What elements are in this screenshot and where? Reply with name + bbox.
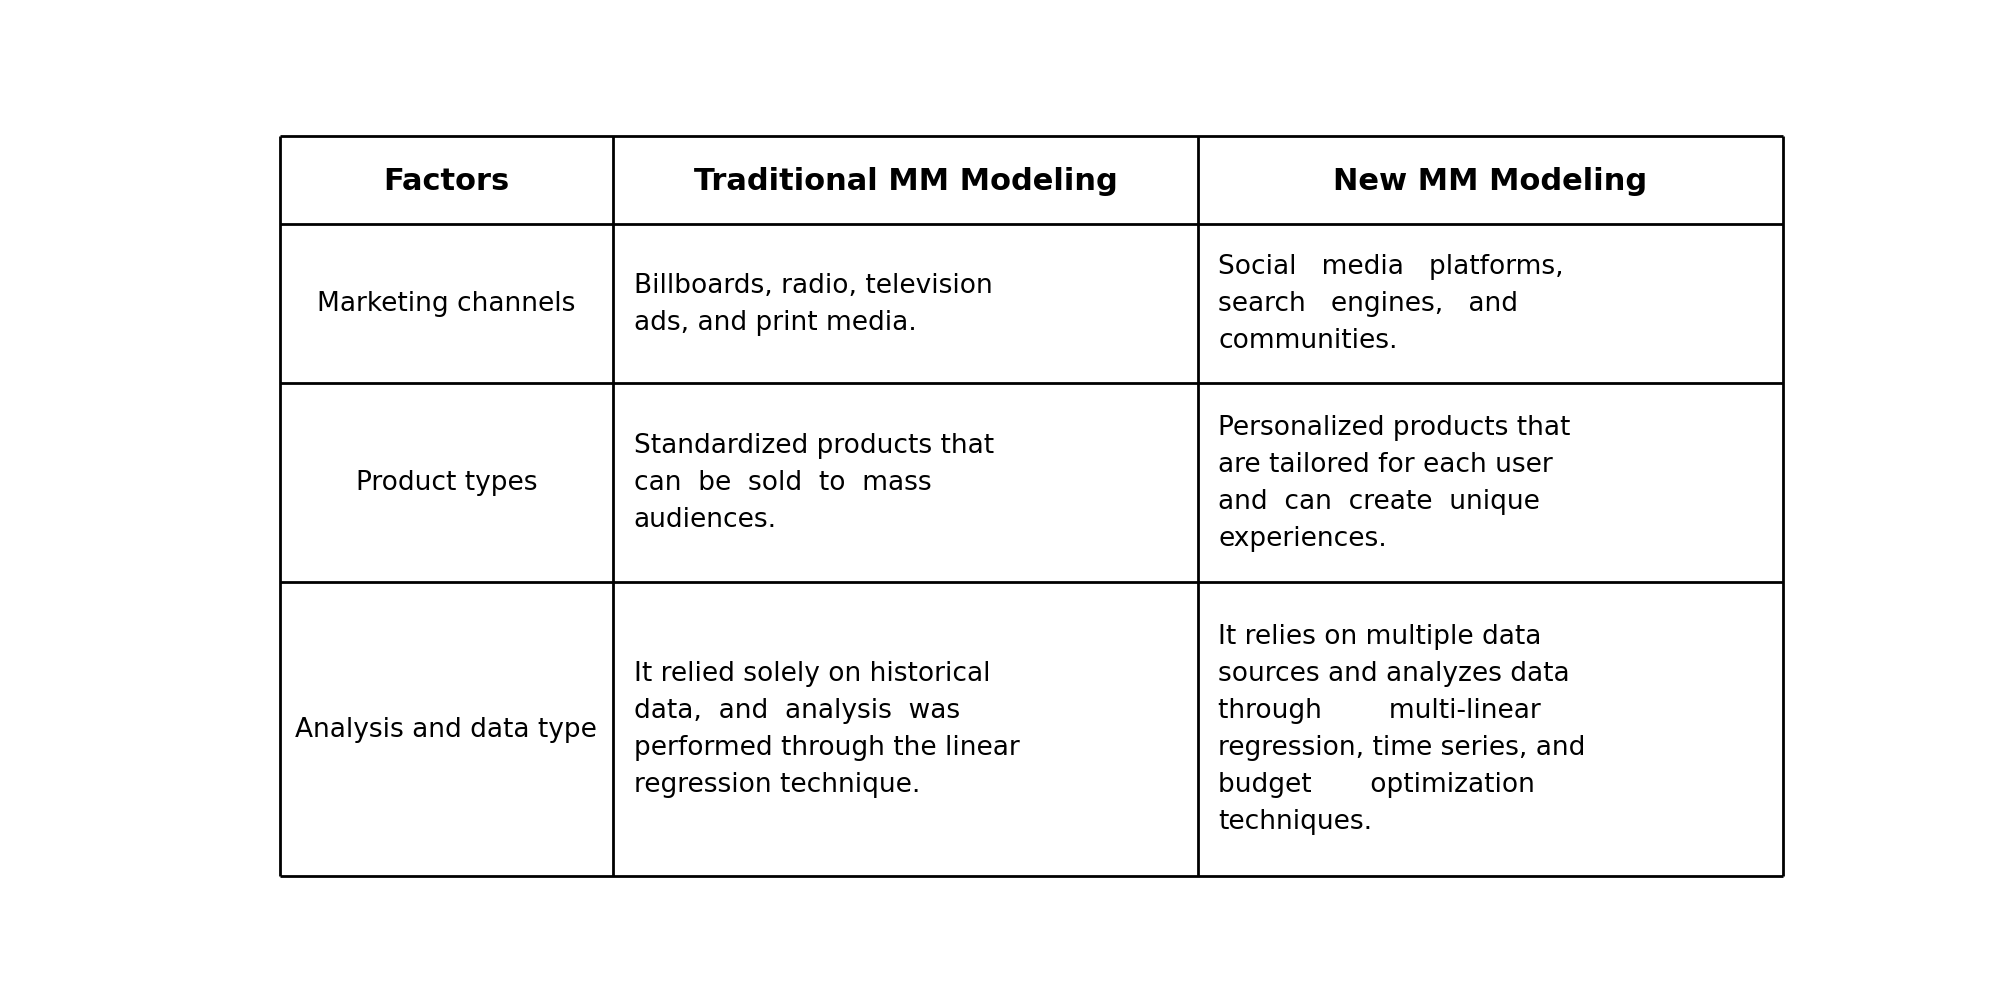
- Text: Social   media   platforms,
search   engines,   and
communities.: Social media platforms, search engines, …: [1219, 254, 1563, 354]
- Text: Personalized products that
are tailored for each user
and  can  create  unique
e: Personalized products that are tailored …: [1219, 414, 1571, 552]
- Text: It relies on multiple data
sources and analyzes data
through        multi-linear: It relies on multiple data sources and a…: [1219, 624, 1585, 834]
- Text: Traditional MM Modeling: Traditional MM Modeling: [694, 166, 1117, 196]
- Text: It relied solely on historical
data,  and  analysis  was
performed through the l: It relied solely on historical data, and…: [634, 661, 1020, 797]
- Text: New MM Modeling: New MM Modeling: [1334, 166, 1648, 196]
- Text: Standardized products that
can  be  sold  to  mass
audiences.: Standardized products that can be sold t…: [634, 433, 994, 533]
- Text: Analysis and data type: Analysis and data type: [296, 716, 598, 742]
- Text: Factors: Factors: [384, 166, 509, 196]
- Text: Billboards, radio, television
ads, and print media.: Billboards, radio, television ads, and p…: [634, 273, 992, 335]
- Text: Product types: Product types: [356, 469, 537, 495]
- Text: Marketing channels: Marketing channels: [318, 291, 575, 317]
